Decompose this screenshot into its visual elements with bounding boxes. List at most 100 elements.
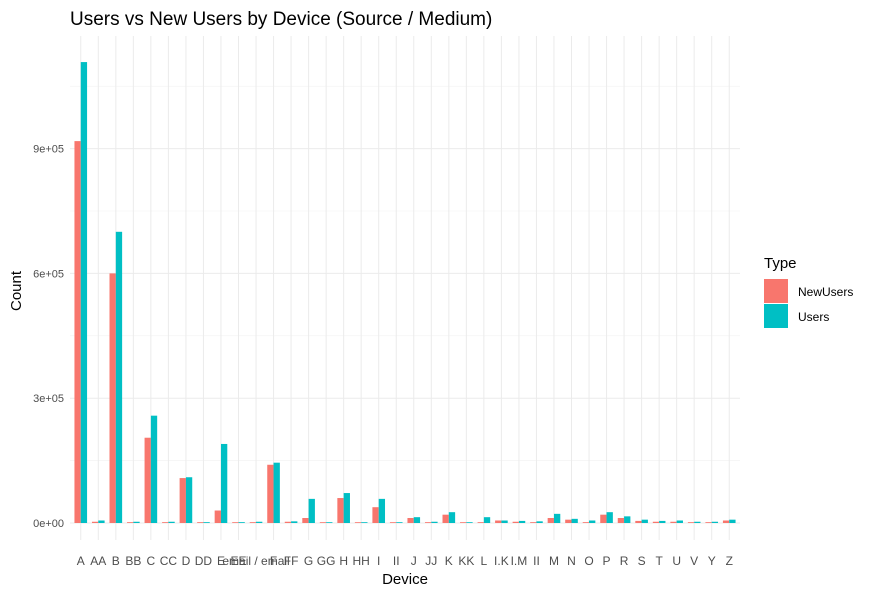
y-axis-title: Count — [8, 270, 25, 311]
x-tick-label-7: DD — [195, 554, 213, 568]
x-tick-label-17: I — [377, 554, 380, 568]
x-tick-label-1: AA — [90, 554, 106, 568]
x-tick-label-25: I.M — [511, 554, 528, 568]
x-tick-label-26: II — [533, 554, 540, 568]
x-tick-label-3: BB — [125, 554, 141, 568]
bar-newusers-35 — [688, 522, 694, 523]
x-tick-label-23: L — [481, 554, 488, 568]
bar-newusers-29 — [583, 522, 589, 523]
grid — [70, 36, 740, 540]
bar-users-19 — [414, 517, 420, 523]
bar-newusers-0 — [74, 141, 80, 523]
bar-users-8 — [221, 444, 227, 523]
bar-users-27 — [554, 514, 560, 523]
bar-newusers-18 — [390, 522, 396, 523]
bar-users-1 — [98, 521, 104, 523]
bar-newusers-1 — [92, 522, 98, 523]
x-tick-label-32: S — [638, 554, 646, 568]
bar-newusers-4 — [145, 438, 151, 523]
x-tick-label-20: JJ — [425, 554, 437, 568]
bar-newusers-6 — [180, 478, 186, 523]
bar-newusers-26 — [530, 522, 536, 523]
bar-newusers-31 — [618, 518, 624, 523]
bar-users-26 — [536, 521, 542, 523]
bar-newusers-32 — [635, 521, 641, 523]
x-tick-label-36: Y — [708, 554, 716, 568]
x-tick-label-29: O — [584, 554, 593, 568]
x-tick-label-6: D — [182, 554, 191, 568]
bar-users-11 — [274, 463, 280, 523]
bar-newusers-36 — [705, 522, 711, 523]
bar-newusers-37 — [723, 521, 729, 523]
x-tick-label-13: G — [304, 554, 313, 568]
x-tick-label-16: HH — [353, 554, 370, 568]
y-tick-label-3: 9e+05 — [33, 144, 64, 156]
bar-users-34 — [677, 521, 683, 523]
bars — [74, 62, 735, 523]
x-axis-title: Device — [382, 571, 428, 588]
bar-users-23 — [484, 517, 490, 523]
bar-newusers-17 — [372, 507, 378, 523]
bar-newusers-30 — [600, 515, 606, 523]
bar-users-15 — [344, 493, 350, 523]
bar-newusers-23 — [478, 522, 484, 523]
bar-newusers-24 — [495, 521, 501, 523]
x-tick-label-19: J — [411, 554, 417, 568]
y-tick-label-1: 3e+05 — [33, 393, 64, 405]
bar-users-4 — [151, 416, 157, 523]
bar-users-20 — [431, 522, 437, 523]
bar-users-5 — [168, 522, 174, 523]
bar-users-24 — [501, 521, 507, 523]
y-tick-label-2: 6e+05 — [33, 268, 64, 280]
x-tick-label-24: I.K — [494, 554, 509, 568]
x-tick-label-2: B — [112, 554, 120, 568]
x-tick-label-35: V — [690, 554, 698, 568]
bar-users-35 — [694, 522, 700, 523]
legend-key-newusers — [764, 279, 788, 303]
bar-users-21 — [449, 512, 455, 523]
bar-newusers-15 — [337, 498, 343, 523]
bar-users-28 — [572, 519, 578, 523]
bar-newusers-13 — [302, 518, 308, 523]
bar-newusers-20 — [425, 522, 431, 523]
bar-users-16 — [361, 522, 367, 523]
x-tick-label-15: H — [339, 554, 348, 568]
chart-title: Users vs New Users by Device (Source / M… — [70, 9, 492, 30]
bar-users-3 — [133, 522, 139, 523]
bar-newusers-10 — [250, 522, 256, 523]
x-tick-label-27: M — [549, 554, 559, 568]
bar-users-17 — [379, 499, 385, 523]
bar-newusers-27 — [548, 518, 554, 523]
bar-users-0 — [81, 62, 87, 523]
bar-newusers-14 — [320, 522, 326, 523]
bar-newusers-16 — [355, 522, 361, 523]
bar-newusers-25 — [513, 522, 519, 523]
bar-newusers-2 — [110, 273, 116, 523]
bar-newusers-8 — [215, 511, 221, 523]
bar-newusers-11 — [267, 465, 273, 523]
x-tick-label-21: K — [445, 554, 453, 568]
legend-label-users: Users — [798, 310, 829, 324]
legend-label-newusers: NewUsers — [798, 285, 853, 299]
x-tick-label-4: C — [147, 554, 156, 568]
bar-users-29 — [589, 521, 595, 523]
bar-users-13 — [309, 499, 315, 523]
bar-users-10 — [256, 522, 262, 523]
bar-newusers-5 — [162, 522, 168, 523]
x-tick-label-14: GG — [317, 554, 336, 568]
x-tick-label-11: F — [270, 554, 277, 568]
bar-users-18 — [396, 522, 402, 523]
x-tick-label-10: email / email — [222, 554, 289, 568]
bar-newusers-33 — [653, 522, 659, 523]
bar-users-6 — [186, 477, 192, 523]
bar-newusers-21 — [443, 515, 449, 523]
bar-users-30 — [607, 512, 613, 523]
y-axis-ticks: 0e+00 3e+05 6e+05 9e+05 — [33, 144, 64, 530]
x-tick-label-22: KK — [458, 554, 474, 568]
bar-users-22 — [466, 522, 472, 523]
bar-newusers-9 — [232, 522, 238, 523]
bar-users-31 — [624, 516, 630, 523]
bar-users-25 — [519, 521, 525, 523]
bar-users-12 — [291, 521, 297, 523]
